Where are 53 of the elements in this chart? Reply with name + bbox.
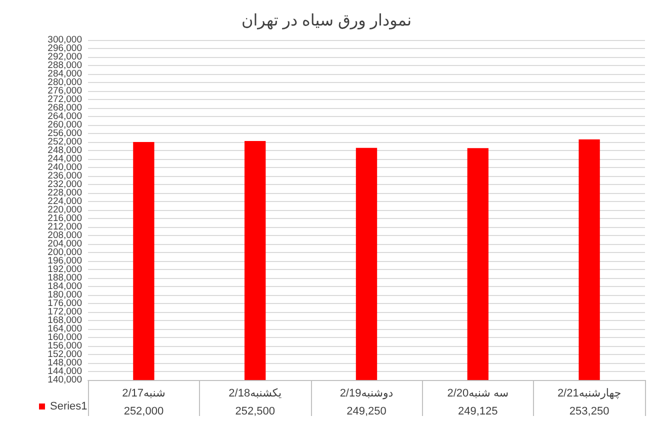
y-tick-label: 144,000 [48, 366, 82, 377]
y-tick-label: 160,000 [48, 332, 82, 343]
x-tick-label: یکشنبه2/18 [228, 388, 282, 400]
y-tick-label: 156,000 [48, 340, 82, 352]
y-tick-label: 276,000 [48, 86, 82, 96]
y-tick-label: 252,000 [48, 136, 82, 148]
y-tick-label: 224,000 [48, 196, 82, 207]
y-tick-label: 284,000 [48, 68, 82, 80]
y-tick-label: 216,000 [48, 213, 82, 224]
y-tick-label: 208,000 [48, 230, 82, 241]
y-tick-label: 196,000 [48, 256, 82, 266]
y-tick-label: 200,000 [48, 247, 82, 258]
y-tick-label: 140,000 [48, 374, 82, 386]
y-tick-label: 228,000 [48, 188, 82, 198]
y-tick-label: 232,000 [48, 179, 82, 190]
y-tick-label: 292,000 [48, 52, 82, 62]
y-tick-label: 256,000 [48, 128, 82, 139]
data-label: 249,250 [346, 406, 386, 418]
y-tick-label: 164,000 [48, 324, 82, 334]
data-label: 249,125 [458, 406, 498, 418]
data-label: 252,500 [235, 406, 275, 418]
data-label: 252,000 [124, 406, 164, 418]
y-tick-label: 268,000 [48, 102, 82, 114]
y-tick-label: 236,000 [48, 170, 82, 182]
y-tick-label: 180,000 [48, 290, 82, 300]
y-tick-label: 260,000 [48, 120, 82, 130]
x-tick-label: شنبه2/17 [122, 388, 166, 400]
x-tick-label: دوشنبه2/19 [340, 388, 394, 400]
y-tick-label: 296,000 [48, 43, 82, 54]
y-tick-label: 188,000 [48, 272, 82, 284]
x-tick-label: سه شنبه2/20 [447, 388, 509, 400]
y-tick-label: 288,000 [48, 60, 82, 71]
x-tick-label: چهارشنبه2/21 [557, 388, 622, 400]
y-tick-label: 184,000 [48, 281, 82, 292]
y-tick-label: 212,000 [48, 222, 82, 232]
y-tick-label: 172,000 [48, 306, 82, 318]
y-tick-label: 300,000 [48, 34, 82, 46]
chart-title: نمودار ورق سیاه در تهران [241, 12, 412, 30]
y-tick-label: 264,000 [48, 111, 82, 122]
y-tick-label: 168,000 [48, 315, 82, 326]
y-tick-label: 280,000 [48, 77, 82, 88]
y-tick-label: 248,000 [48, 145, 82, 156]
y-tick-label: 204,000 [48, 238, 82, 250]
y-tick-label: 148,000 [48, 358, 82, 368]
y-tick-label: 220,000 [48, 204, 82, 216]
y-tick-label: 240,000 [48, 162, 82, 173]
y-tick-label: 244,000 [48, 154, 82, 164]
data-label: 253,250 [569, 406, 610, 418]
y-tick-label: 192,000 [48, 264, 82, 275]
legend-label: Series1 [50, 400, 88, 412]
y-tick-label: 272,000 [48, 94, 82, 105]
y-tick-label: 152,000 [48, 349, 82, 360]
y-tick-label: 176,000 [48, 298, 82, 309]
